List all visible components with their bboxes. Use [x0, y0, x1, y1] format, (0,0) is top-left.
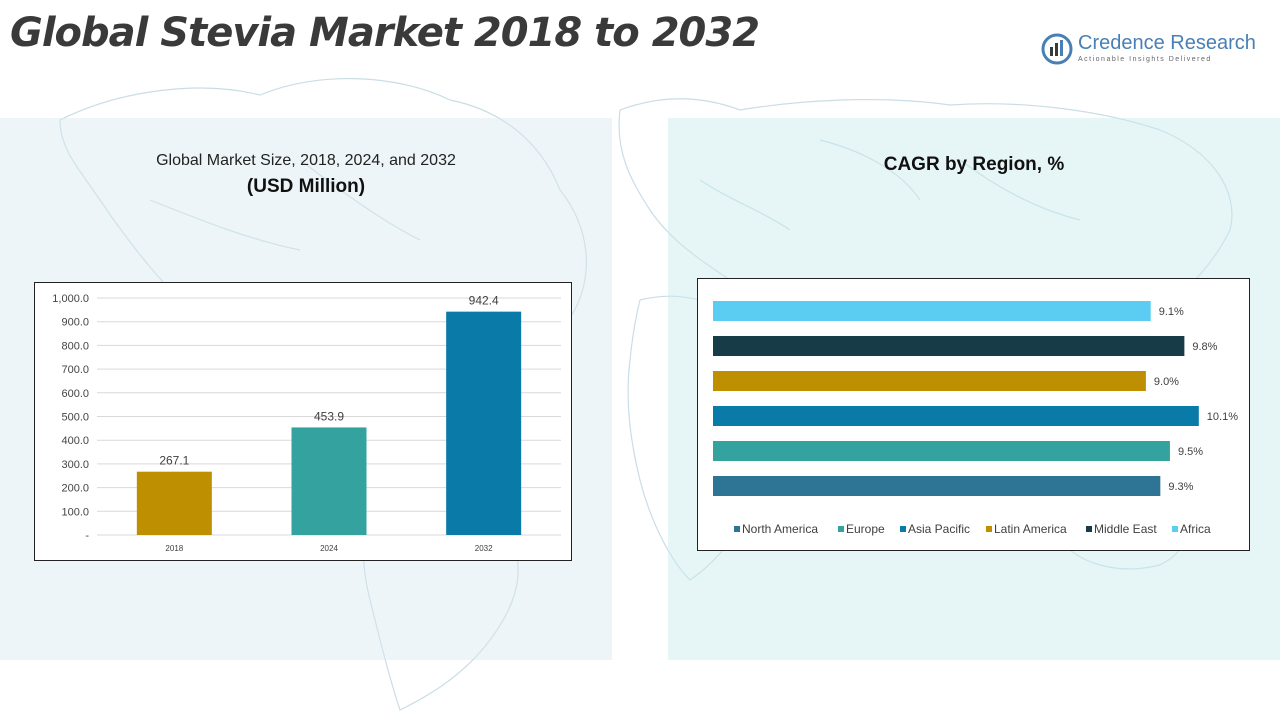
y-tick-label: 100.0 [61, 506, 89, 518]
legend-swatch-latin-america [986, 526, 992, 532]
cagr-chart-svg: 9.3% 9.5% 10.1% 9.0% 9.8% 9.1% North America Eu… [713, 301, 1238, 536]
y-tick-label: - [85, 530, 89, 542]
credence-logo-icon [1041, 33, 1073, 65]
cagr-bar-north-america [713, 476, 1161, 496]
y-tick-label: 800.0 [61, 340, 89, 352]
market-size-chart-svg: - 100.0 200.0 300.0 400.0 500.0 600.0 700.0 800.… [52, 293, 561, 553]
cagr-bar-middle-east [713, 336, 1185, 356]
x-tick-label-2032: 2032 [475, 544, 493, 553]
y-tick-label: 400.0 [61, 435, 89, 447]
legend-label-middle-east: Middle East [1094, 522, 1157, 536]
legend-label-europe: Europe [846, 522, 885, 536]
market-size-chart-subtitle: (USD Million) [246, 176, 366, 197]
cagr-label-north-america: 9.3% [1168, 481, 1193, 493]
cagr-label-middle-east: 9.8% [1192, 341, 1217, 353]
x-tick-label-2024: 2024 [320, 544, 338, 553]
legend-label-north-america: North America [742, 522, 818, 536]
cagr-bar-latin-america [713, 371, 1146, 391]
data-label-2018: 267.1 [159, 454, 189, 468]
legend-swatch-middle-east [1086, 526, 1092, 532]
cagr-label-europe: 9.5% [1178, 446, 1203, 458]
logo-name: Credence Research [1078, 32, 1256, 54]
credence-logo: Credence Research Actionable Insights De… [1040, 30, 1270, 70]
y-tick-label: 1,000.0 [52, 293, 89, 305]
legend-swatch-north-america [734, 526, 740, 532]
legend-label-africa: Africa [1180, 522, 1211, 536]
x-tick-label-2018: 2018 [165, 544, 183, 553]
cagr-label-asia-pacific: 10.1% [1207, 411, 1238, 423]
legend-swatch-africa [1172, 526, 1178, 532]
y-tick-label: 900.0 [61, 317, 89, 329]
legend-swatch-asia-pacific [900, 526, 906, 532]
logo-tagline: Actionable Insights Delivered [1078, 56, 1212, 63]
cagr-bar-asia-pacific [713, 406, 1199, 426]
market-size-chart: - 100.0 200.0 300.0 400.0 500.0 600.0 700.0 800.… [34, 282, 572, 561]
y-tick-label: 500.0 [61, 412, 89, 424]
bar-2032 [446, 311, 522, 535]
cagr-bar-africa [713, 301, 1151, 321]
page-title: Global Stevia Market 2018 to 2032 [10, 10, 760, 56]
data-label-2024: 453.9 [314, 409, 344, 423]
y-tick-label: 700.0 [61, 364, 89, 376]
legend-label-asia-pacific: Asia Pacific [908, 522, 970, 536]
y-tick-label: 600.0 [61, 388, 89, 400]
cagr-label-latin-america: 9.0% [1154, 376, 1179, 388]
bar-2018 [136, 471, 212, 535]
cagr-label-africa: 9.1% [1159, 306, 1184, 318]
legend-swatch-europe [838, 526, 844, 532]
cagr-bar-europe [713, 441, 1170, 461]
cagr-chart-title: CAGR by Region, % [883, 154, 1065, 175]
data-label-2032: 942.4 [469, 294, 499, 308]
y-tick-label: 300.0 [61, 459, 89, 471]
y-tick-label: 200.0 [61, 483, 89, 495]
legend-label-latin-america: Latin America [994, 522, 1067, 536]
market-size-chart-title: Global Market Size, 2018, 2024, and 2032 [156, 152, 456, 169]
bar-2024 [291, 427, 367, 535]
cagr-chart: 9.3% 9.5% 10.1% 9.0% 9.8% 9.1% North America Eu… [697, 278, 1250, 551]
